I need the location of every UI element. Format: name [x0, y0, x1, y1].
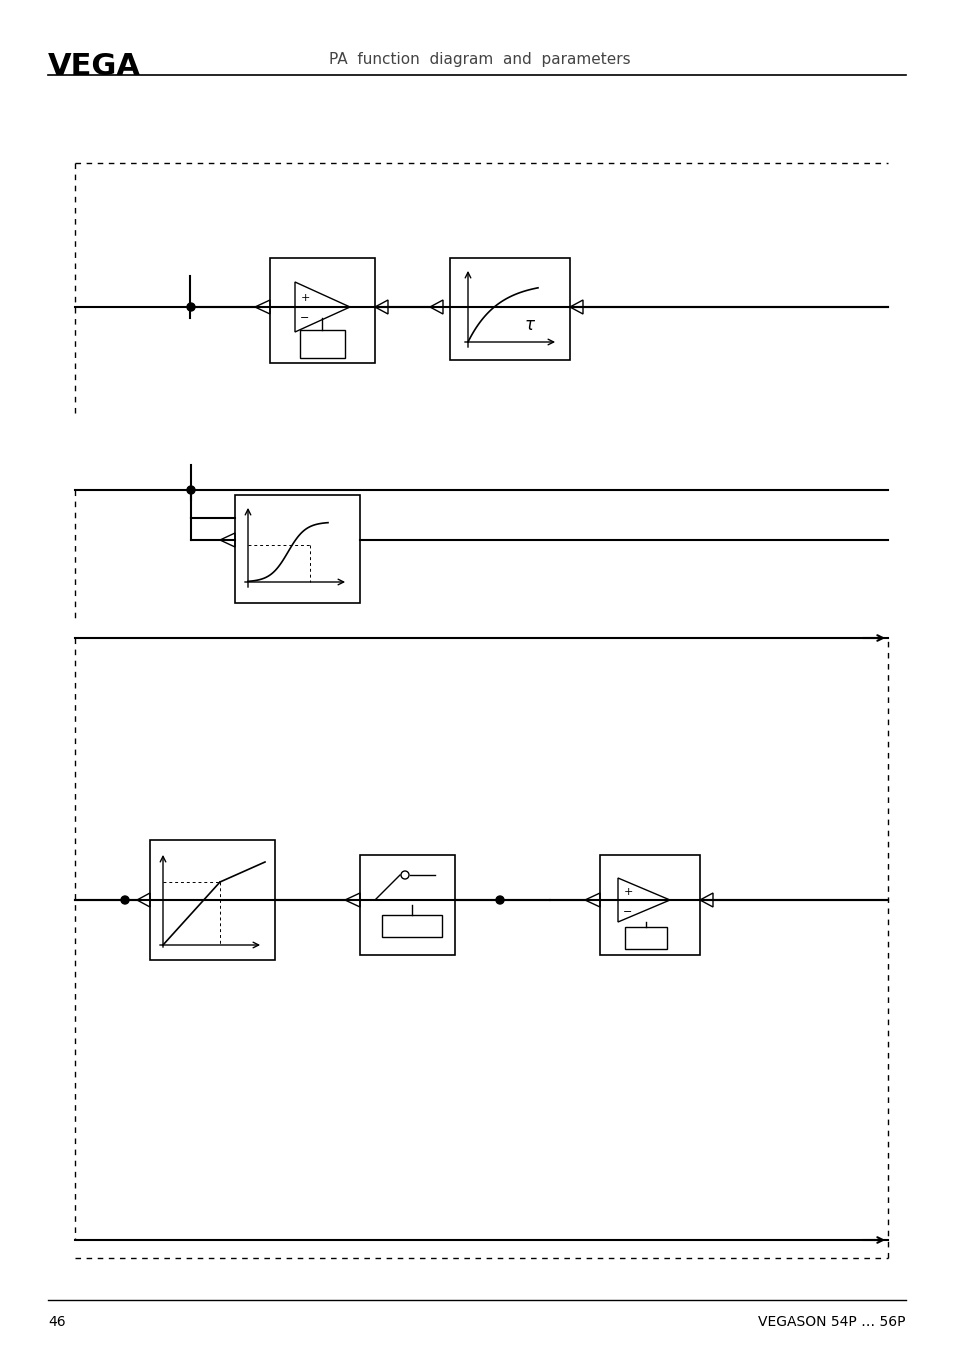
Circle shape	[400, 871, 409, 879]
Bar	[359, 854, 455, 955]
Text: +: +	[622, 887, 632, 896]
Circle shape	[187, 486, 194, 494]
Bar	[299, 330, 345, 357]
Bar	[234, 496, 359, 603]
Bar	[624, 927, 666, 949]
Bar	[381, 915, 441, 937]
Bar	[450, 259, 569, 360]
Text: +: +	[300, 292, 310, 303]
Bar	[599, 854, 700, 955]
Circle shape	[187, 303, 194, 311]
Text: −: −	[300, 313, 310, 324]
Circle shape	[121, 896, 129, 904]
Bar	[150, 839, 274, 960]
Text: $\tau$: $\tau$	[523, 315, 536, 334]
Circle shape	[496, 896, 503, 904]
Bar	[270, 259, 375, 363]
Text: PA  function  diagram  and  parameters: PA function diagram and parameters	[329, 51, 630, 66]
Text: VEGASON 54P … 56P: VEGASON 54P … 56P	[758, 1315, 905, 1330]
Text: −: −	[622, 907, 632, 917]
Text: 46: 46	[48, 1315, 66, 1330]
Text: VEGA: VEGA	[48, 51, 141, 81]
